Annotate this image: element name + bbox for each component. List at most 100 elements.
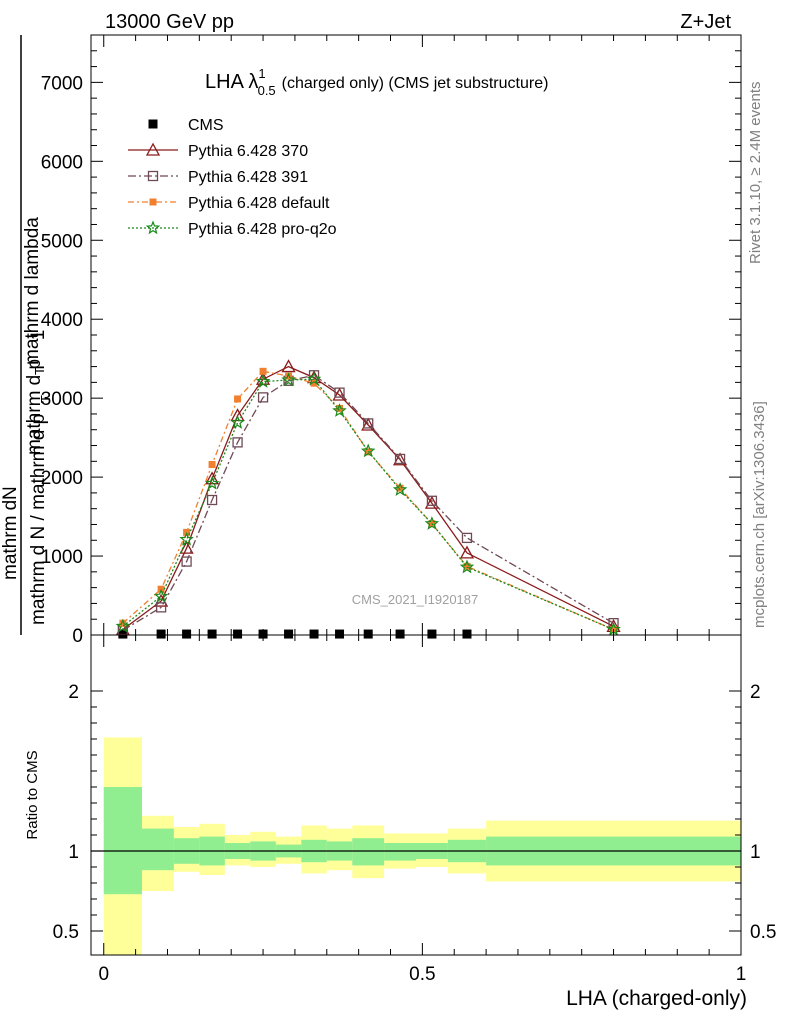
- data-point: [336, 404, 344, 412]
- x-tick-label: 1: [736, 964, 747, 985]
- data-point: [332, 387, 347, 401]
- legend-label: Pythia 6.428 pro-q2o: [188, 221, 337, 238]
- data-point: [310, 379, 318, 387]
- data-point: [427, 629, 437, 639]
- data-point: [334, 387, 345, 398]
- ratio-frame: [90, 634, 742, 956]
- ratio-ylabel: Ratio to CMS: [24, 750, 41, 839]
- ratio-y-tick-label: 0.5: [53, 922, 79, 943]
- ratio-y-tick-label-right: 0.5: [750, 922, 776, 943]
- data-point: [424, 516, 440, 530]
- series-line: [122, 365, 614, 631]
- analysis-watermark: CMS_2021_I1920187: [352, 592, 479, 607]
- mcplots-credit-text: mcplots.cern.ch [arXiv:1306.3436]: [751, 401, 768, 628]
- data-point: [394, 453, 406, 465]
- data-point: [232, 437, 243, 448]
- data-point: [233, 629, 243, 639]
- legend-marker: [149, 198, 157, 206]
- data-point: [392, 452, 408, 466]
- data-point: [392, 482, 408, 496]
- series-line: [122, 370, 614, 631]
- legend-marker: [147, 170, 159, 182]
- uncertainty-band-inner: [103, 787, 142, 895]
- data-point: [462, 629, 472, 639]
- data-point: [182, 629, 192, 639]
- data-point: [119, 619, 127, 627]
- data-point: [208, 460, 216, 468]
- data-point: [179, 540, 194, 554]
- data-point: [115, 618, 131, 633]
- data-point: [156, 629, 166, 639]
- y-tick-label: 0: [72, 626, 83, 647]
- legend-marker: [145, 142, 161, 156]
- y-tick-label: 1000: [41, 547, 83, 568]
- data-point: [179, 531, 194, 546]
- ylabel-numerator-d: mathrm d: [0, 500, 21, 580]
- data-point: [463, 562, 471, 570]
- data-point: [204, 475, 220, 490]
- legend-label: Pythia 6.428 391: [188, 169, 308, 186]
- series-line: [122, 374, 614, 631]
- plot-title: LHA λ1 0.5 (charged only) (CMS jet substru…: [205, 66, 548, 98]
- rivet-version-text: Rivet 3.1.10, ≥ 2.4M events: [747, 82, 764, 265]
- data-point: [257, 392, 269, 403]
- data-point: [181, 556, 192, 567]
- legend-marker: [145, 220, 161, 235]
- ratio-plot: 0.5 0.51 12 20 0.5 1 Ratio to CMS LHA (charge…: [24, 634, 776, 1010]
- legend-entry: Pythia 6.428 pro-q2o: [128, 220, 337, 238]
- data-point: [285, 372, 293, 380]
- data-point: [234, 395, 242, 403]
- data-point: [335, 629, 345, 639]
- ylabel-numerator-rest: mathrm d p: [24, 359, 45, 455]
- data-point: [281, 372, 296, 387]
- ratio-axes: 0.5 0.51 12 20 0.5 1: [53, 635, 776, 985]
- y-tick-label: 7000: [41, 73, 83, 94]
- y-tick-label: 4000: [41, 310, 83, 331]
- legend: CMS Pythia 6.428 370 Pythia 6.428 391 Pythi…: [128, 117, 337, 238]
- ylabel-numerator-tail: mathrm d lambda: [22, 217, 43, 365]
- legend-label: CMS: [188, 117, 224, 134]
- ylabel-one: 1: [28, 330, 49, 341]
- main-ylabel: 1 mathrm d N mathrm d p T mathrm d lambd…: [0, 35, 53, 635]
- data-point: [255, 373, 271, 388]
- data-point: [207, 629, 217, 639]
- ylabel-denominator: mathrm d N / mathrm d p: [28, 414, 49, 625]
- data-point: [363, 418, 374, 429]
- x-tick-label: 0: [98, 964, 109, 985]
- data-point: [426, 495, 438, 506]
- series-line: [122, 378, 614, 631]
- data-point: [395, 629, 405, 639]
- ratio-y-tick-label: 1: [68, 842, 79, 863]
- data-point: [155, 602, 167, 613]
- legend-entry: CMS: [148, 117, 224, 134]
- y-tick-label: 3000: [41, 389, 83, 410]
- data-point: [461, 532, 473, 544]
- ratio-y-tick-label-right: 1: [750, 842, 761, 863]
- header-left: 13000 GeV pp: [105, 11, 234, 33]
- ylabel-numerator-n: N: [0, 486, 21, 500]
- legend-label: Pythia 6.428 370: [188, 143, 308, 160]
- legend-entry: Pythia 6.428 default: [128, 195, 330, 212]
- y-tick-label: 6000: [41, 152, 83, 173]
- data-point: [284, 629, 294, 639]
- main-axes: 0 1000 2000 3000 4000 5000 6000 7000: [41, 35, 742, 647]
- main-data-layer: [115, 359, 621, 639]
- data-point: [332, 403, 347, 417]
- series-4: [115, 371, 621, 636]
- legend-label: Pythia 6.428 default: [188, 195, 330, 212]
- data-point: [230, 414, 245, 429]
- data-point: [206, 494, 218, 506]
- ylabel-denominator-t: T: [38, 395, 53, 403]
- ratio-y-tick-label-right: 2: [750, 682, 761, 703]
- uncertainty-band-inner: [384, 843, 416, 861]
- data-point: [424, 495, 440, 509]
- data-point: [396, 484, 404, 492]
- ratio-y-tick-label: 2: [68, 682, 79, 703]
- ratio-data-layer: [91, 737, 741, 955]
- data-point: [309, 629, 319, 639]
- uncertainty-band-inner: [141, 828, 174, 871]
- data-point: [363, 629, 373, 639]
- uncertainty-band-inner: [352, 838, 385, 866]
- data-point: [281, 359, 296, 373]
